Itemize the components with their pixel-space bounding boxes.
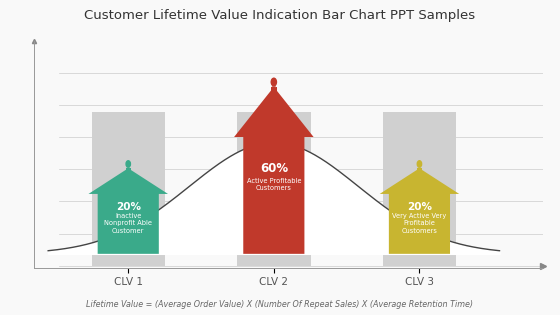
Polygon shape: [270, 87, 272, 91]
Polygon shape: [417, 168, 418, 172]
Polygon shape: [126, 174, 128, 179]
Polygon shape: [271, 94, 274, 100]
Text: 20%: 20%: [116, 203, 141, 212]
Polygon shape: [128, 174, 130, 179]
Bar: [237, 112, 311, 266]
Bar: [382, 112, 456, 266]
Polygon shape: [126, 168, 130, 174]
Text: Customer Lifetime Value Indication Bar Chart PPT Samples: Customer Lifetime Value Indication Bar C…: [85, 9, 475, 22]
Text: 60%: 60%: [260, 162, 288, 175]
Circle shape: [271, 78, 277, 86]
Text: Active Profitable
Customers: Active Profitable Customers: [246, 178, 301, 191]
Circle shape: [126, 161, 130, 167]
Bar: [91, 112, 165, 266]
Text: Very Active Very
Profitable
Customers: Very Active Very Profitable Customers: [393, 213, 446, 234]
Circle shape: [417, 161, 422, 167]
Polygon shape: [88, 168, 168, 254]
Polygon shape: [417, 168, 422, 174]
Polygon shape: [276, 87, 277, 91]
Text: 20%: 20%: [407, 203, 432, 212]
Polygon shape: [419, 174, 422, 179]
Polygon shape: [421, 168, 422, 172]
Polygon shape: [274, 94, 277, 100]
Polygon shape: [234, 87, 314, 254]
Text: Lifetime Value = (Average Order Value) X (Number Of Repeat Sales) X (Average Ret: Lifetime Value = (Average Order Value) X…: [86, 300, 474, 309]
Polygon shape: [380, 168, 459, 254]
Polygon shape: [417, 174, 419, 179]
Polygon shape: [130, 168, 131, 172]
Polygon shape: [125, 168, 127, 172]
Text: Inactive
Nonprofit Able
Customer: Inactive Nonprofit Able Customer: [104, 213, 152, 234]
Polygon shape: [271, 86, 277, 94]
